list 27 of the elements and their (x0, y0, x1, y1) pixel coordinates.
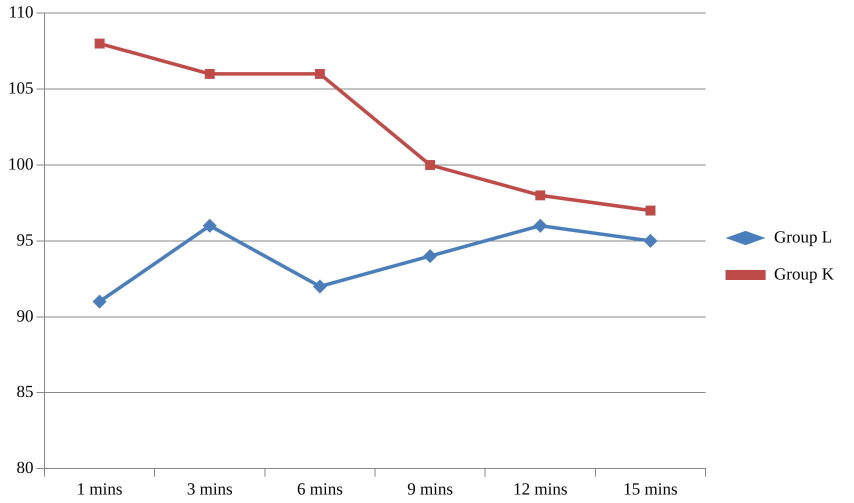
x-tick-label: 9 mins (407, 479, 454, 498)
point (423, 249, 438, 264)
y-tick-label: 95 (16, 230, 34, 250)
point (312, 279, 327, 294)
point (314, 68, 325, 79)
y-tick-label: 110 (8, 2, 34, 22)
point (646, 206, 656, 216)
y-tick-label: 105 (8, 78, 34, 98)
point (204, 68, 215, 79)
point (425, 160, 436, 170)
x-tick-label: 12 mins (513, 479, 568, 498)
y-tick-label: 80 (16, 458, 34, 478)
point (94, 38, 105, 49)
point (92, 294, 107, 309)
y-tick-label: 100 (8, 154, 34, 174)
y-tick-label: 90 (16, 306, 34, 326)
point (535, 190, 546, 200)
legend-label: Group K (774, 264, 835, 284)
point (202, 218, 217, 233)
point (643, 234, 658, 248)
legend-label: Group L (774, 227, 832, 246)
x-tick-label: 15 mins (623, 479, 678, 498)
x-tick-label: 1 mins (76, 479, 122, 498)
y-tick-label: 85 (16, 382, 34, 402)
point (533, 218, 548, 233)
x-tick-label: 6 mins (297, 479, 343, 498)
x-tick-label: 3 mins (186, 479, 233, 498)
